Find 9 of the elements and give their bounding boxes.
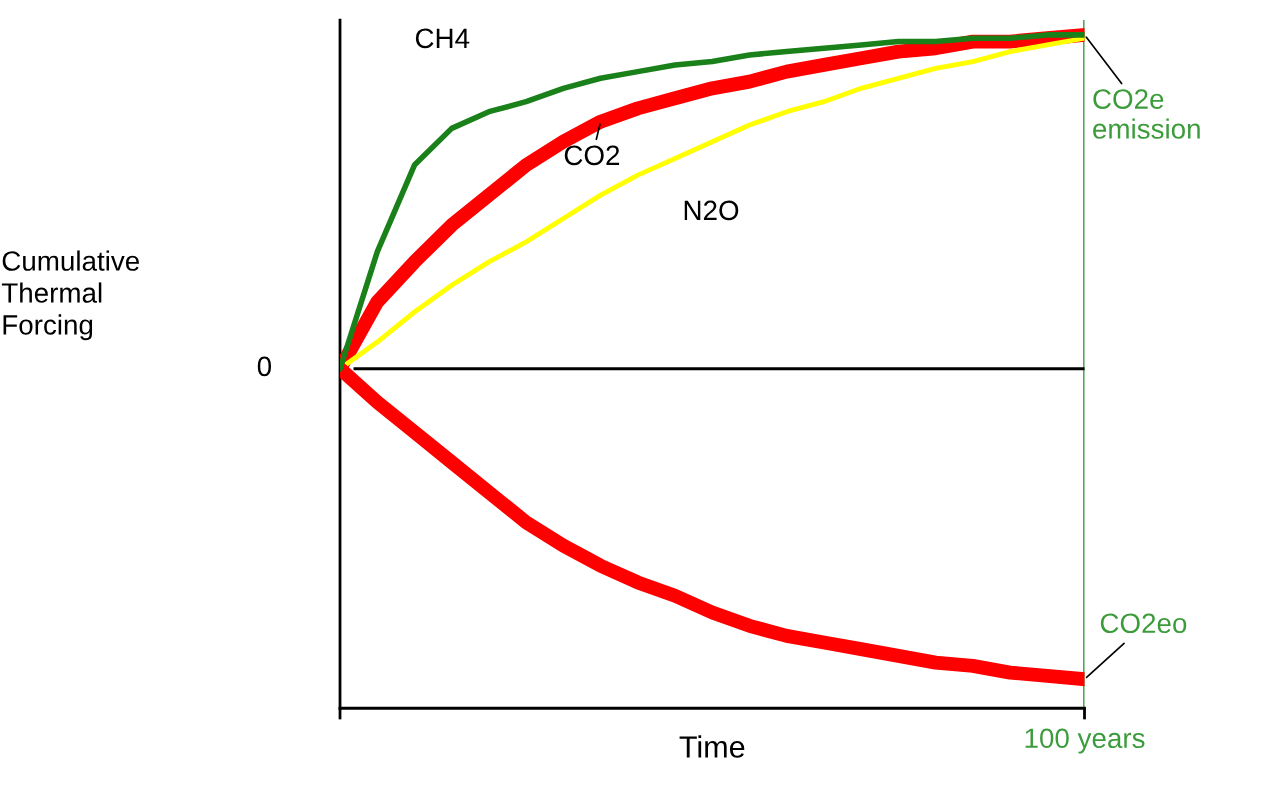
- text: CH4: [415, 28, 470, 49]
- text: 0: [257, 356, 272, 377]
- text: Cumulative Thermal Forcing: [1, 250, 139, 341]
- x-axis-title: Time: [679, 735, 745, 758]
- series-label: CO2: [564, 145, 620, 166]
- text: CO2e emission: [1093, 89, 1200, 139]
- text: 100 years: [1025, 728, 1145, 754]
- series-label: CO2eo: [1100, 613, 1187, 634]
- series-label: N2O: [684, 200, 739, 221]
